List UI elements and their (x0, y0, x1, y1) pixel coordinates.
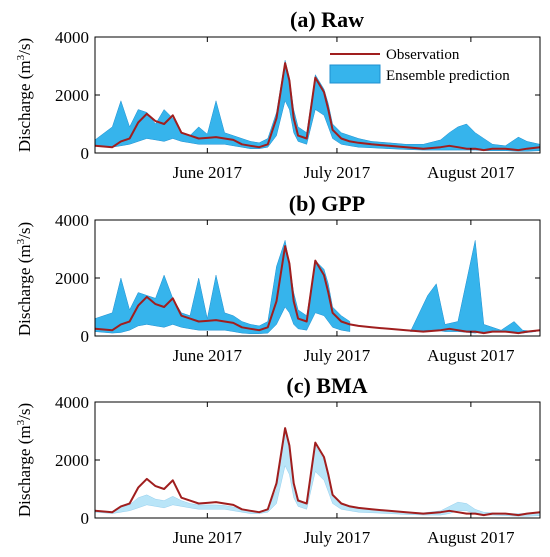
y-tick-label: 2000 (55, 269, 89, 288)
x-tick-label: June 2017 (173, 163, 243, 182)
panel-bma: (c) BMA Discharge (m3/s) 0 2000 4000 June 2… (15, 373, 541, 547)
legend: Observation Ensemble prediction (329, 47, 510, 84)
y-axis-label: Discharge (m3/s) (15, 222, 34, 336)
legend-ensemble-swatch (329, 64, 381, 84)
y-tick-label: 2000 (55, 451, 89, 470)
x-tick-label: July 2017 (304, 346, 371, 365)
plot-area (95, 60, 540, 152)
x-tick-label: August 2017 (427, 163, 515, 182)
observation-line (95, 427, 540, 517)
y-tick-label: 0 (81, 327, 90, 346)
y-tick-label: 0 (81, 144, 90, 163)
x-tick-label: July 2017 (304, 163, 371, 182)
y-tick-label: 4000 (55, 28, 89, 47)
svg-text:Discharge (m3/s): Discharge (m3/s) (15, 403, 34, 517)
panel-raw: (a) Raw Discharge (m3/s) 0 2000 4000 June 2… (15, 7, 541, 182)
ensemble-band-august (409, 240, 536, 334)
x-tick-label: July 2017 (304, 528, 371, 547)
y-axis-label: Discharge (m3/s) (15, 403, 34, 517)
x-tick-label: August 2017 (427, 528, 515, 547)
y-axis-label: Discharge (m3/s) (15, 38, 34, 152)
legend-observation-label: Observation (386, 47, 460, 63)
observation-line (95, 245, 540, 335)
y-tick-label: 4000 (55, 393, 89, 412)
observation-line (95, 62, 540, 152)
legend-ensemble-label: Ensemble prediction (386, 68, 510, 84)
y-tick-label: 2000 (55, 86, 89, 105)
panel-gpp: (b) GPP Discharge (m3/s) 0 2000 4000 June 2… (15, 191, 541, 365)
ensemble-band (95, 60, 540, 152)
y-tick-label: 4000 (55, 211, 89, 230)
ensemble-band (95, 240, 351, 334)
svg-text:Discharge (m3/s): Discharge (m3/s) (15, 38, 34, 152)
plot-area (95, 240, 540, 335)
svg-text:Discharge (m3/s): Discharge (m3/s) (15, 222, 34, 336)
plot-area (95, 427, 540, 517)
panel-title: (b) GPP (289, 191, 365, 216)
panel-title: (a) Raw (290, 7, 364, 32)
y-tick-label: 0 (81, 509, 90, 528)
x-tick-label: June 2017 (173, 346, 243, 365)
x-tick-label: August 2017 (427, 346, 515, 365)
panel-title: (c) BMA (286, 373, 367, 398)
ensemble-band (95, 430, 540, 517)
x-tick-label: June 2017 (173, 528, 243, 547)
